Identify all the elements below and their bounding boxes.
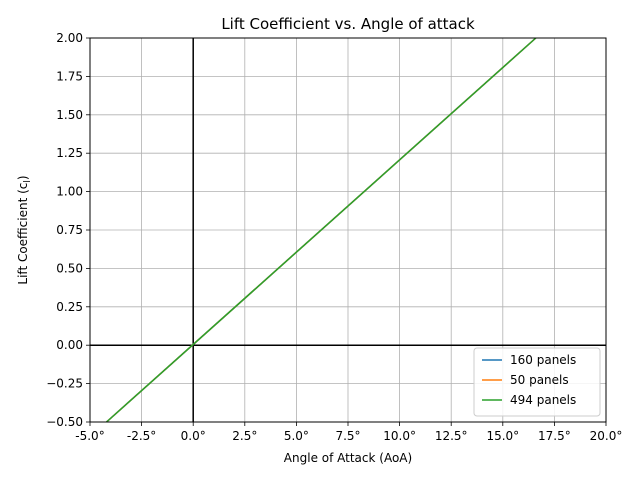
chart-title: Lift Coefficient vs. Angle of attack: [221, 15, 475, 33]
x-tick-label: 12.5°: [435, 429, 468, 443]
y-tick-label: 0.50: [56, 261, 83, 275]
x-tick-label: 10.0°: [383, 429, 416, 443]
x-tick-label: 5.0°: [284, 429, 309, 443]
x-tick-label: -2.5°: [127, 429, 156, 443]
zero-axis-lines: [90, 38, 606, 422]
y-axis-label-sub: l: [23, 180, 33, 183]
y-tick-label: −0.25: [46, 377, 83, 391]
y-axis-label-main: Lift Coefficient (c: [16, 183, 30, 285]
legend-box: [473, 347, 601, 417]
x-tick-label: -5.0°: [75, 429, 104, 443]
y-axis-ticks: −0.50 −0.25 0.00 0.25 0.50 0.75 1.00 1.25 1.50 1.…: [46, 31, 90, 429]
legend-label-0: 160 panels: [510, 353, 576, 367]
series-lines: [106, 37, 537, 423]
y-tick-label: 1.25: [56, 146, 83, 160]
y-tick-label: 0.75: [56, 223, 83, 237]
y-axis-label-end: ): [16, 175, 30, 180]
y-axis-label: Lift Coefficient (cl): [16, 175, 33, 284]
x-tick-label: 20.0°: [590, 429, 623, 443]
x-tick-label: 2.5°: [232, 429, 257, 443]
x-axis-label: Angle of Attack (AoA): [284, 451, 412, 465]
y-tick-label: 2.00: [56, 31, 83, 45]
y-tick-label: 1.75: [56, 69, 83, 83]
x-tick-label: 15.0°: [486, 429, 519, 443]
y-tick-label: 1.00: [56, 185, 83, 199]
legend: 160 panels 50 panels 494 panels: [473, 347, 601, 417]
legend-label-1: 50 panels: [510, 373, 569, 387]
y-tick-label: −0.50: [46, 415, 83, 429]
x-axis-ticks: -5.0° -2.5° 0.0° 2.5° 5.0° 7.5° 10.0° 12.5° 15.0…: [75, 422, 622, 443]
series-line-2: [106, 37, 537, 423]
x-tick-label: 7.5°: [335, 429, 360, 443]
y-tick-label: 0.00: [56, 338, 83, 352]
x-tick-label: 0.0°: [181, 429, 206, 443]
legend-label-2: 494 panels: [510, 393, 576, 407]
y-tick-label: 1.50: [56, 108, 83, 122]
y-tick-label: 0.25: [56, 300, 83, 314]
x-tick-label: 17.5°: [538, 429, 571, 443]
